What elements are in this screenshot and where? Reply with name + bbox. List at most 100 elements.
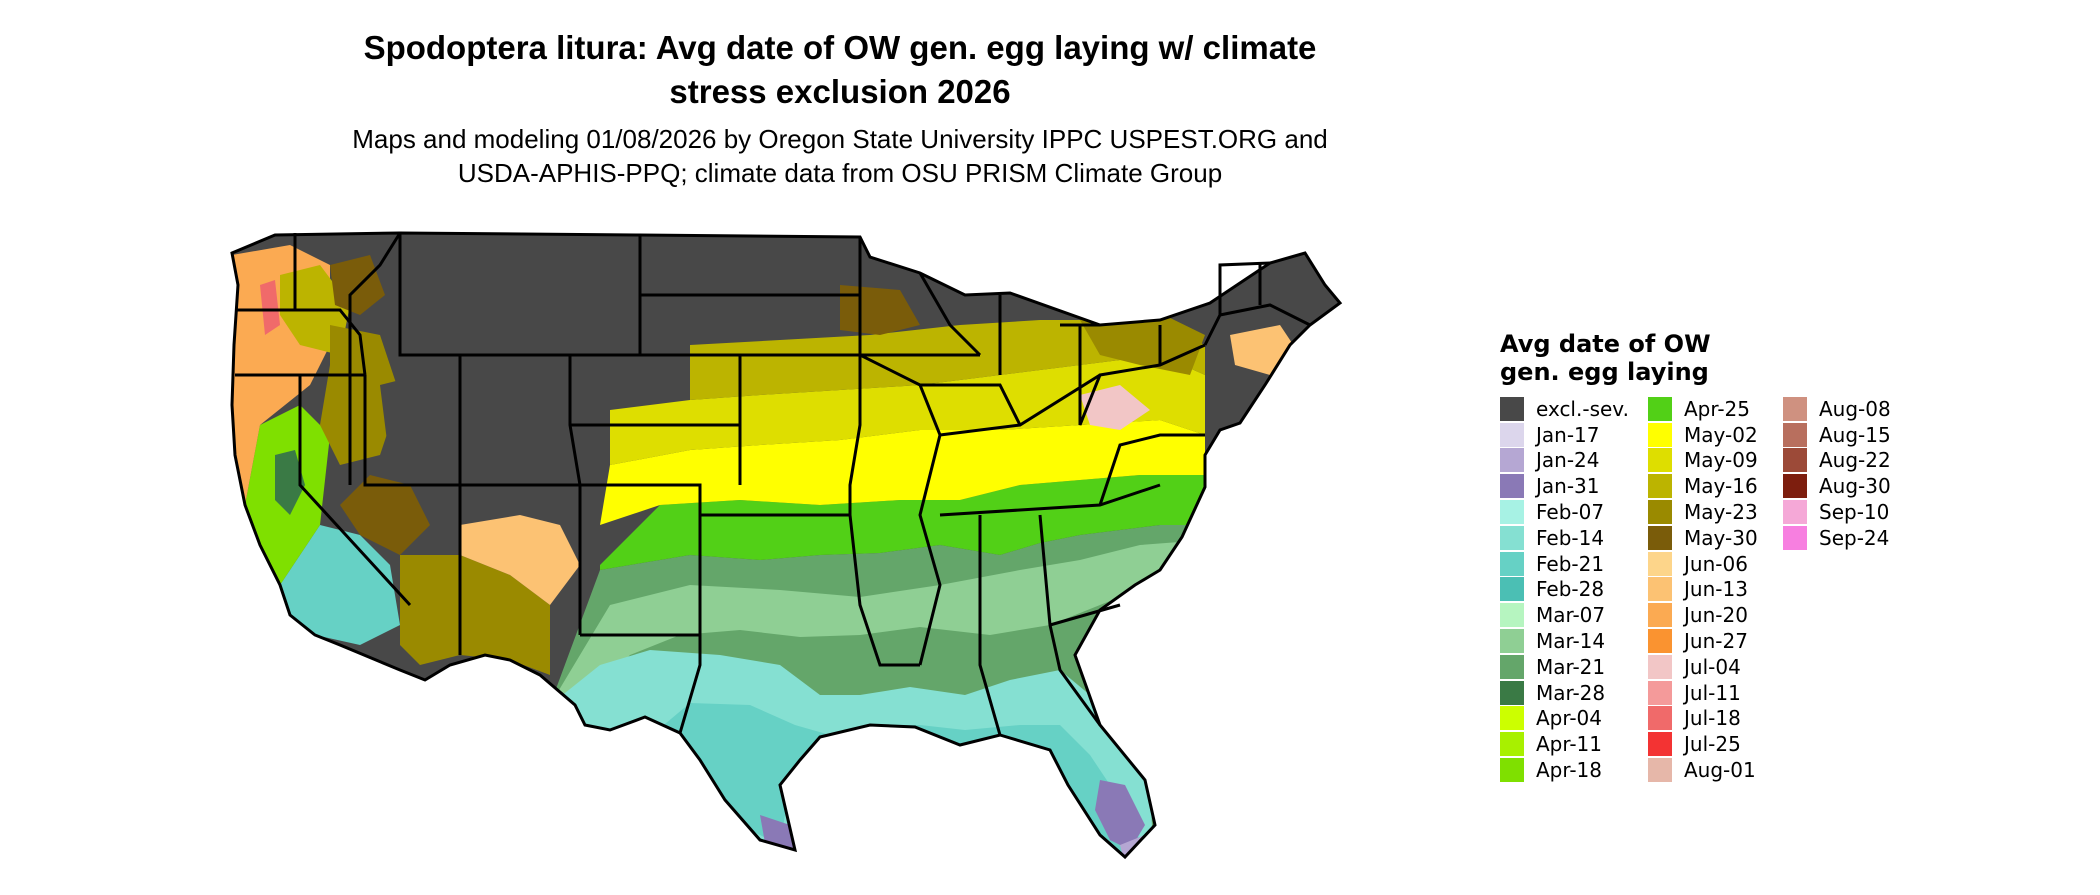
legend-swatch [1500,448,1524,473]
legend-column-2: Apr-25 May-02 May-09 May-16 May-23 May-30 Jun-… [1648,396,1758,783]
legend-item: May-09 [1648,448,1758,474]
legend-label: Sep-24 [1819,525,1890,550]
legend-item: Sep-10 [1783,499,1891,525]
legend-swatch [1648,758,1672,783]
legend-item: May-02 [1648,422,1758,448]
legend-item: Aug-01 [1648,757,1758,783]
legend-label: Jun-06 [1684,551,1748,576]
legend-label: Apr-25 [1684,396,1750,421]
legend-label: Feb-21 [1536,551,1605,576]
legend-title-line-2: gen. egg laying [1500,358,1709,386]
legend-item: Jun-06 [1648,551,1758,577]
legend-item: Mar-07 [1500,602,1629,628]
legend-item: Apr-11 [1500,731,1629,757]
legend-label: Jan-31 [1536,474,1600,499]
legend-label: Aug-15 [1819,422,1891,447]
legend-item: May-16 [1648,473,1758,499]
legend-item: Mar-21 [1500,654,1629,680]
legend-item: Jul-11 [1648,680,1758,706]
legend-label: Feb-07 [1536,500,1605,525]
legend-item: Jan-24 [1500,448,1629,474]
legend-item: Feb-07 [1500,499,1629,525]
legend-label: Apr-11 [1536,732,1602,757]
legend-label: Aug-01 [1684,758,1756,783]
legend-swatch [1500,680,1524,705]
legend-swatch [1783,525,1807,550]
legend-swatch [1500,577,1524,602]
legend-label: May-16 [1684,474,1758,499]
map-subtitle-line-1: Maps and modeling 01/08/2026 by Oregon S… [352,124,1328,154]
us-map [220,225,1460,890]
map-fill [232,233,1340,857]
legend-swatch [1500,474,1524,499]
legend-item: Sep-24 [1783,525,1891,551]
legend-title-line-1: Avg date of OW [1500,330,1711,358]
map-subtitle-line-2: USDA-APHIS-PPQ; climate data from OSU PR… [457,158,1223,188]
legend-label: Jun-20 [1684,603,1748,628]
legend-swatch [1648,500,1672,525]
legend-swatch [1648,448,1672,473]
legend-label: Jan-17 [1536,422,1600,447]
legend-swatch [1648,629,1672,654]
legend-label: Jul-25 [1684,732,1741,757]
legend-item: Jan-31 [1500,473,1629,499]
legend-label: Mar-28 [1536,680,1606,705]
legend-label: Aug-30 [1819,474,1891,499]
legend-item: Jun-20 [1648,602,1758,628]
legend-swatch [1648,525,1672,550]
legend-swatch [1500,500,1524,525]
map-title-line-1: Spodoptera litura: Avg date of OW gen. e… [363,29,1317,66]
map-subtitle: Maps and modeling 01/08/2026 by Oregon S… [250,122,1430,190]
legend-label: Mar-07 [1536,603,1606,628]
legend-label: Jul-04 [1684,654,1741,679]
legend-label: May-23 [1684,500,1758,525]
legend-label: Apr-04 [1536,706,1602,731]
legend-label: Jun-13 [1684,577,1748,602]
legend-label: Mar-14 [1536,629,1606,654]
legend-swatch [1500,706,1524,731]
legend-label: Aug-08 [1819,396,1891,421]
legend-item: Aug-15 [1783,422,1891,448]
legend-swatch [1648,577,1672,602]
legend-swatch [1500,551,1524,576]
legend-item: Jan-17 [1500,422,1629,448]
legend-swatch [1783,396,1807,421]
legend-item: Feb-28 [1500,577,1629,603]
legend-item: Jul-25 [1648,731,1758,757]
legend-swatch [1500,654,1524,679]
legend-item: excl.-sev. [1500,396,1629,422]
legend-label: May-09 [1684,448,1758,473]
map-title-line-2: stress exclusion 2026 [669,73,1011,110]
legend-label: Aug-22 [1819,448,1891,473]
legend-item: May-30 [1648,525,1758,551]
legend-item: Mar-14 [1500,628,1629,654]
legend-item: Apr-18 [1500,757,1629,783]
legend-item: Aug-22 [1783,448,1891,474]
legend-swatch [1648,706,1672,731]
legend-label: Jul-11 [1684,680,1741,705]
legend-item: May-23 [1648,499,1758,525]
state-borders [230,231,1343,860]
legend-swatch [1648,551,1672,576]
map-title: Spodoptera litura: Avg date of OW gen. e… [250,26,1430,114]
legend-label: Mar-21 [1536,654,1606,679]
legend-swatch [1648,396,1672,421]
legend-item: Jul-04 [1648,654,1758,680]
legend-item: Apr-25 [1648,396,1758,422]
legend-column-1: excl.-sev. Jan-17 Jan-24 Jan-31 Feb-07 Feb-14… [1500,396,1629,783]
legend-label: Jan-24 [1536,448,1600,473]
legend-label: Sep-10 [1819,500,1890,525]
legend-item: Feb-21 [1500,551,1629,577]
legend-swatch [1648,732,1672,757]
legend-swatch [1500,732,1524,757]
legend-item: Jul-18 [1648,706,1758,732]
legend-label: May-02 [1684,422,1758,447]
legend-swatch [1500,603,1524,628]
legend-title: Avg date of OW gen. egg laying [1500,330,1760,386]
legend-item: Aug-30 [1783,473,1891,499]
legend-swatch [1648,474,1672,499]
legend-label: Jun-27 [1684,629,1748,654]
legend-swatch [1500,629,1524,654]
legend-swatch [1648,654,1672,679]
legend-label: Apr-18 [1536,758,1602,783]
